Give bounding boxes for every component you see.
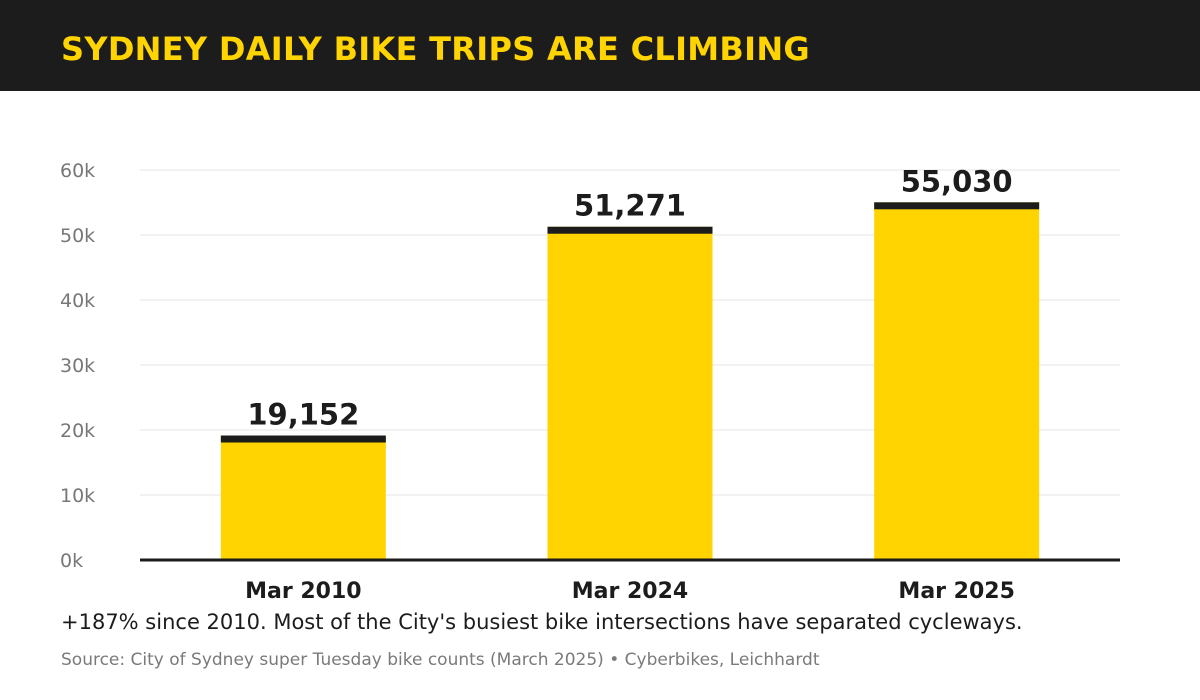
x-category-label: Mar 2025 [898,579,1014,604]
y-tick-label: 40k [60,290,95,312]
y-tick-label: 10k [60,485,95,507]
bar [874,202,1040,560]
bar [220,435,386,560]
y-tick-label: 20k [60,420,95,442]
bar [547,226,713,560]
bar-value-label: 51,271 [574,189,686,223]
y-tick-label: 60k [60,160,95,182]
y-tick-label: 30k [60,355,95,377]
x-category-label: Mar 2024 [572,579,688,604]
x-category-label: Mar 2010 [245,579,361,604]
bar-value-label: 55,030 [901,164,1013,198]
y-tick-label: 0k [60,550,83,572]
y-tick-label: 50k [60,225,95,247]
bar-cap [547,226,713,234]
bar-value-label: 19,152 [247,398,359,432]
bar-cap [220,435,386,443]
chart-title: SYDNEY DAILY BIKE TRIPS ARE CLIMBING [61,30,810,68]
source-note: Source: City of Sydney super Tuesday bik… [61,650,820,670]
header-bar: SYDNEY DAILY BIKE TRIPS ARE CLIMBING [0,0,1200,91]
chart-caption: +187% since 2010. Most of the City's bus… [61,610,1023,634]
bar-cap [874,202,1040,210]
